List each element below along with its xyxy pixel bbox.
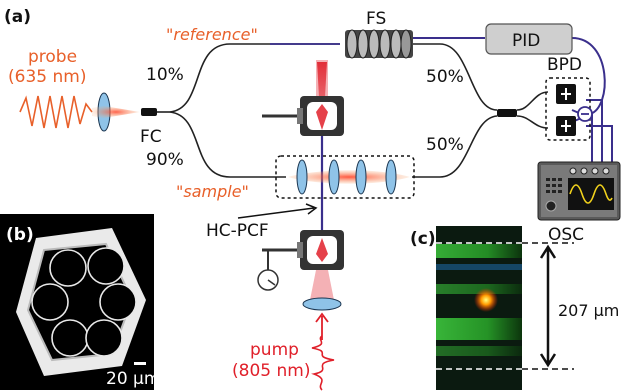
split-top-right: 50%: [426, 67, 464, 87]
sample-arm-label: "sample": [176, 182, 249, 201]
fluorescence-image: [436, 226, 522, 390]
sample-optics-box: [275, 155, 415, 199]
scale-bar-label: 20 μm: [106, 369, 160, 389]
hcpcf-pointer-arrow: [237, 203, 318, 219]
pid-to-fs: [401, 33, 485, 39]
gas-cell-bottom: [262, 230, 344, 270]
panel-b-label: (b): [6, 225, 34, 245]
bpd-box: [545, 77, 591, 141]
bpd-label: BPD: [547, 55, 582, 75]
fiber-to-bpd-bottom: [516, 115, 549, 129]
split-bottom-right: 50%: [426, 135, 464, 155]
pid-label: PID: [512, 31, 540, 51]
probe-label: probe: [28, 47, 77, 67]
gas-cell-top: [262, 96, 344, 136]
probe-wavelength: (635 nm): [8, 67, 86, 87]
hcpcf-label: HC-PCF: [206, 221, 269, 241]
sample-probe-beam: [288, 170, 410, 184]
panel-c-label: (c): [410, 229, 436, 249]
dimension-arrow: [539, 244, 557, 368]
pump-beam-bottom: [310, 250, 334, 300]
fiber-paths: [157, 43, 549, 178]
fiber-micrograph: [0, 214, 154, 390]
pump-wavelength: (805 nm): [232, 361, 310, 381]
output-coupler: [497, 109, 517, 117]
fiber-reference-arm: [169, 43, 340, 113]
osc-label: OSC: [548, 225, 584, 245]
probe-focus-beam: [92, 106, 140, 118]
sample-lenses: [296, 159, 397, 195]
fc-label: FC: [140, 127, 162, 147]
split-top-left: 10%: [146, 65, 184, 85]
probe-wave-icon: [19, 95, 93, 129]
fiber-sample-out: [412, 115, 498, 178]
split-bottom-left: 90%: [146, 150, 184, 170]
photodiode-top-mark: [561, 88, 571, 100]
pid-box: [485, 23, 573, 55]
fiber-sample-arm: [169, 111, 286, 178]
reference-arm-label: "reference": [166, 25, 258, 44]
fs-label: FS: [366, 9, 386, 29]
oscilloscope-icon: [537, 161, 621, 221]
scale-bar: [134, 362, 146, 365]
pump-label: pump: [250, 340, 299, 360]
bpd-to-osc-1: [586, 99, 603, 168]
pump-beam-top-fill: [316, 60, 328, 100]
fiber-reference-out: [410, 43, 498, 111]
fiber-stretcher: [345, 29, 413, 59]
panel-a-label: (a): [4, 7, 31, 27]
bpd-to-osc-2: [586, 125, 613, 168]
pid-out-bpd: [571, 37, 606, 115]
photodiode-bottom-mark: [561, 120, 571, 132]
fiber-connector: [141, 108, 157, 116]
pressure-gauge-needle: [267, 279, 276, 286]
dimension-label: 207 μm: [558, 301, 619, 320]
fiber-to-bpd-top: [516, 91, 549, 111]
pump-pulse-icon: [311, 335, 335, 391]
pump-focusing-lens: [302, 297, 342, 311]
